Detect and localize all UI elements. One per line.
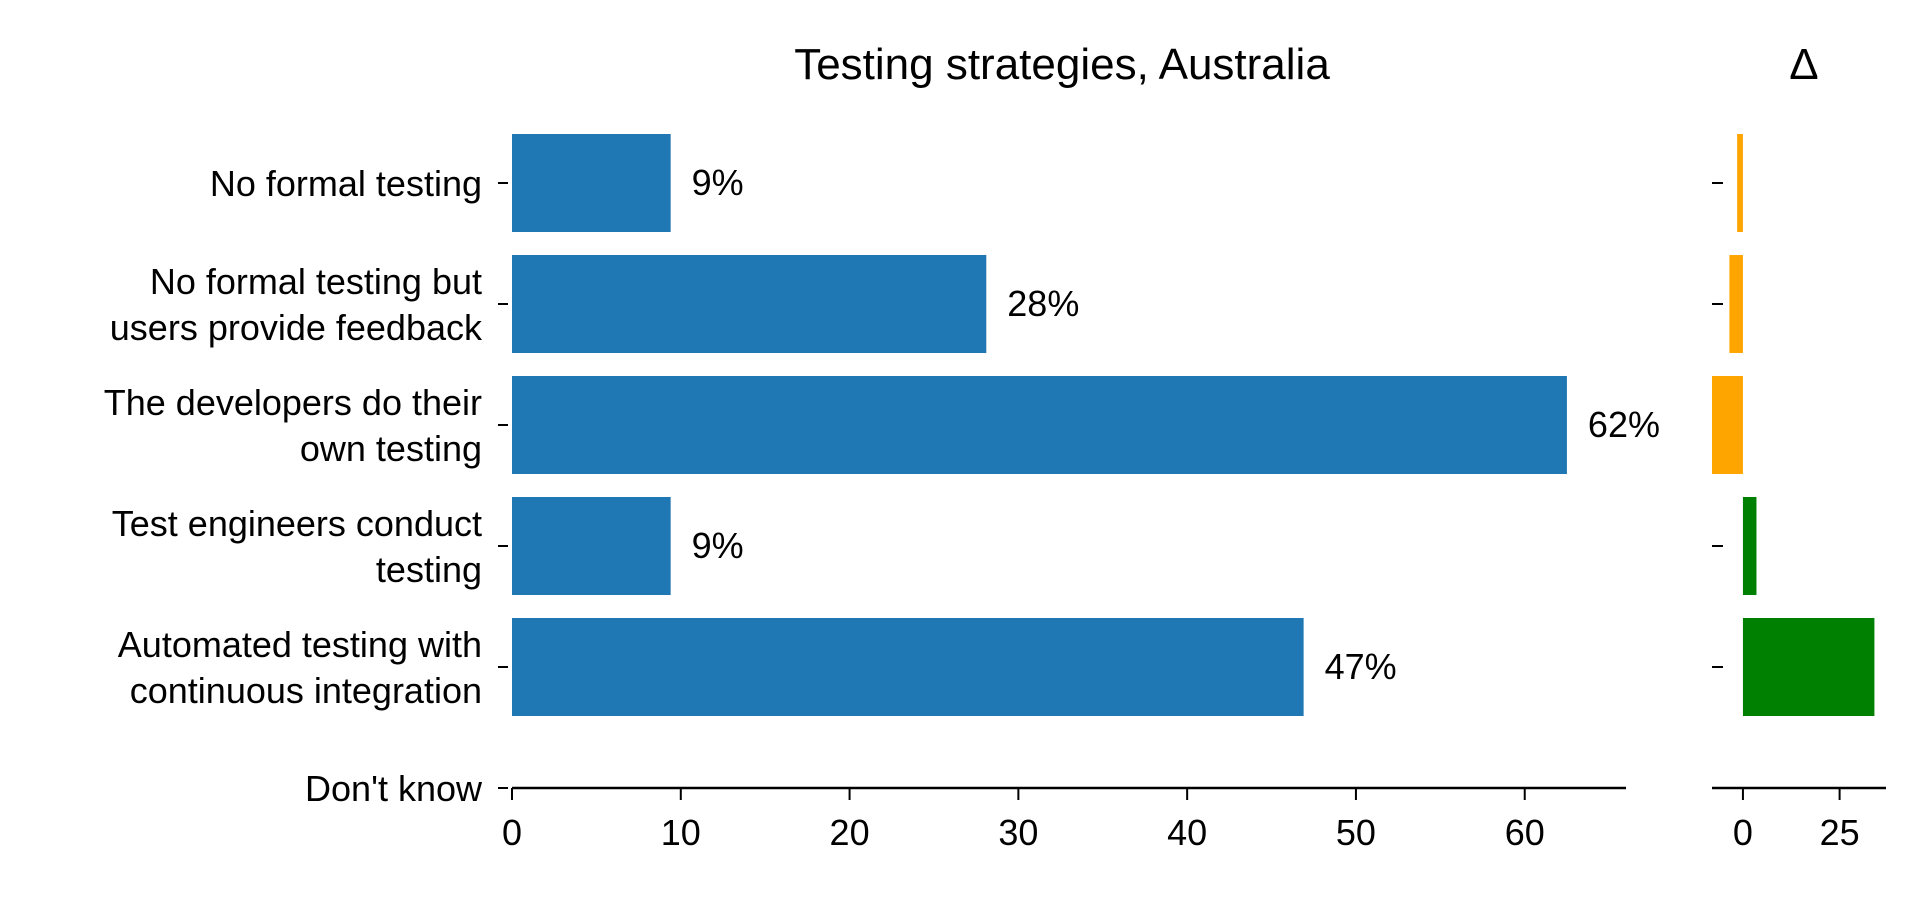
category-label: Don't know xyxy=(305,768,483,809)
bar xyxy=(512,134,671,232)
delta-x-tick-label: 0 xyxy=(1733,812,1753,853)
bar-value-label: 47% xyxy=(1325,646,1397,687)
category-label-line: No formal testing but xyxy=(150,261,482,302)
x-tick-label: 0 xyxy=(502,812,522,853)
delta-x-tick-label: 25 xyxy=(1820,812,1860,853)
bar xyxy=(512,618,1304,716)
category-label-line: users provide feedback xyxy=(110,307,483,348)
category-label-line: Don't know xyxy=(305,768,483,809)
bar-value-label: 9% xyxy=(692,525,744,566)
bar xyxy=(512,255,987,353)
bar-value-label: 62% xyxy=(1588,404,1660,445)
category-label-line: No formal testing xyxy=(210,163,482,204)
category-label: No formal testing xyxy=(210,163,482,204)
x-tick-label: 30 xyxy=(998,812,1038,853)
delta-bar xyxy=(1729,255,1743,353)
category-label: No formal testing but users provide feedb… xyxy=(110,261,483,348)
delta-bar xyxy=(1742,497,1757,595)
category-label-line: Test engineers conduct xyxy=(112,503,482,544)
category-label-line: testing xyxy=(376,549,482,590)
delta-bar xyxy=(1742,618,1875,716)
delta-chart-title: Δ xyxy=(1789,40,1818,89)
category-label: Test engineers conduct testing xyxy=(112,503,482,590)
bar-value-label: 28% xyxy=(1007,283,1079,324)
x-tick-label: 10 xyxy=(661,812,701,853)
category-label-line: own testing xyxy=(300,428,482,469)
category-label-line: The developers do their xyxy=(104,382,482,423)
bar-value-label: 9% xyxy=(692,162,744,203)
bar xyxy=(512,497,671,595)
category-label: The developers do their own testing xyxy=(104,382,482,469)
main-bar-panel: No formal testing 9% No formal testing but… xyxy=(104,134,1660,853)
delta-bar xyxy=(1712,376,1743,474)
delta-bar xyxy=(1737,134,1743,232)
x-tick-label: 40 xyxy=(1167,812,1207,853)
category-label-line: Automated testing with xyxy=(118,624,482,665)
bar xyxy=(512,376,1567,474)
x-tick-label: 20 xyxy=(830,812,870,853)
category-label-line: continuous integration xyxy=(130,670,482,711)
delta-bar-panel: 0 25 xyxy=(1712,134,1886,853)
x-tick-label: 60 xyxy=(1505,812,1545,853)
main-chart-title: Testing strategies, Australia xyxy=(794,40,1330,89)
x-tick-label: 50 xyxy=(1336,812,1376,853)
category-label: Automated testing with continuous integra… xyxy=(118,624,482,711)
